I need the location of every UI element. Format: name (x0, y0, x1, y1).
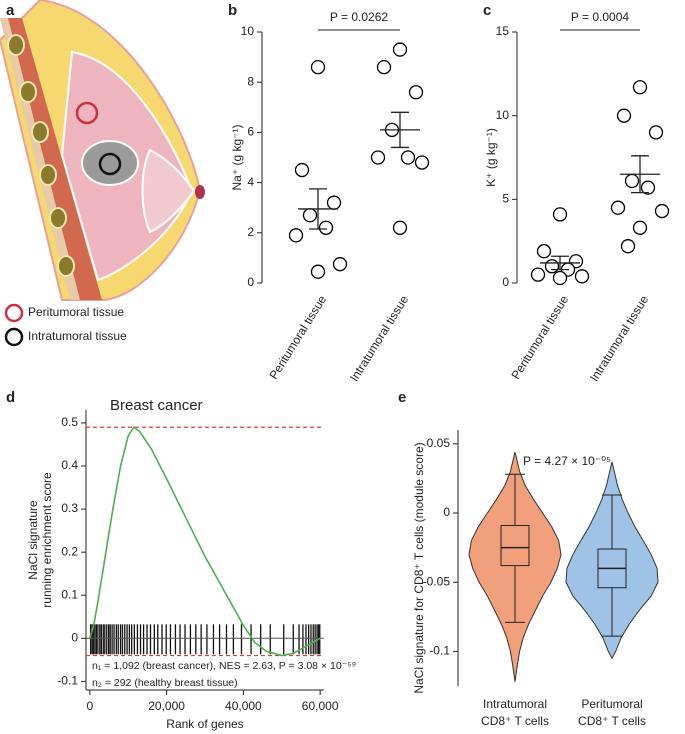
legend-label: Intratumoral tissue (28, 329, 127, 343)
y-tick-label: 0 (71, 630, 78, 644)
panel-label: b (228, 2, 237, 19)
y-tick-label: -0.05 (423, 574, 451, 588)
data-point (392, 220, 408, 235)
data-point (288, 228, 304, 243)
legend-marker (4, 327, 24, 347)
breast-illustration (0, 0, 205, 347)
x-tick-label: 0 (86, 699, 93, 713)
x-tick-label: 20,000 (148, 699, 185, 713)
data-point (624, 173, 640, 189)
y-tick-label: -0.1 (57, 674, 78, 688)
y-tick-label: -0.1 (429, 644, 450, 658)
x-tick-label: CD8⁺ T cells (578, 714, 646, 728)
data-point (648, 125, 664, 140)
p-value: P = 0.0262 (330, 10, 388, 24)
x-tick-label: Peritumoral (581, 697, 642, 711)
x-axis-label: Rank of genes (166, 717, 243, 731)
y-axis-label: Na⁺ (g kg⁻¹) (230, 124, 244, 190)
peritumoral-marker (75, 101, 99, 125)
y-tick-label: 10 (496, 108, 510, 122)
data-point (610, 200, 626, 215)
annotation: n₂ = 292 (healthy breast tissue) (92, 677, 238, 689)
y-tick-label: 5 (502, 192, 509, 206)
data-point (326, 195, 342, 210)
data-point (302, 208, 318, 223)
data-point (654, 203, 670, 219)
y-tick-label: 0 (502, 275, 509, 289)
y-tick-label: 6 (247, 125, 254, 139)
data-point (574, 269, 590, 284)
x-tick-label: Peritumoral tissue (266, 293, 329, 382)
ribs (7, 34, 75, 277)
data-point (310, 59, 326, 75)
y-axis-label: K⁺ (g kg⁻¹) (484, 128, 498, 187)
data-point (332, 257, 348, 272)
x-tick-label: Intratumoral tissue (347, 293, 411, 384)
annotation: n₁ = 1,092 (breast cancer), NES = 2.63, … (92, 660, 356, 672)
y-tick-label: 0.2 (61, 544, 78, 558)
panel-label: a (6, 2, 15, 19)
data-point (318, 220, 334, 235)
y-tick-label: 0.3 (61, 501, 78, 515)
x-tick-label: Peritumoral tissue (508, 293, 571, 382)
y-tick-label: 0.1 (61, 587, 78, 601)
y-tick-label: 0 (247, 275, 254, 289)
data-point (552, 207, 568, 222)
data-point (376, 59, 392, 75)
intratumoral-marker (98, 152, 122, 176)
data-point (408, 85, 424, 100)
y-axis-label: NaCl signature for CD8⁺ T cells (module … (412, 442, 426, 693)
data-point (536, 244, 552, 259)
data-point (632, 220, 648, 235)
data-point (552, 270, 568, 286)
y-axis-label: NaCl signature (26, 500, 40, 580)
x-tick-label: 40,000 (225, 699, 262, 713)
legend-label: Peritumoral tissue (28, 305, 124, 319)
data-point (310, 264, 326, 279)
x-tick-label: Intratumoral (483, 697, 547, 711)
lobe (141, 148, 196, 234)
y-tick-label: 15 (496, 24, 510, 38)
data-point (294, 162, 310, 178)
nipple (195, 185, 205, 199)
y-tick-label: 10 (241, 24, 255, 38)
panel-label: e (398, 389, 406, 406)
data-point (544, 259, 560, 274)
panel-label: c (483, 2, 491, 19)
panel-label: d (6, 389, 15, 406)
y-tick-label: 0.4 (61, 458, 78, 472)
y-tick-label: 0.05 (427, 436, 451, 450)
data-point (632, 80, 648, 95)
x-tick-label: CD8⁺ T cells (481, 714, 549, 728)
chart-title: Breast cancer (110, 397, 203, 414)
x-tick-label: Intratumoral tissue (587, 293, 651, 384)
y-tick-label: 0.5 (61, 415, 78, 429)
p-value: P = 4.27 × 10⁻⁰⁵ (523, 454, 611, 468)
tumor (81, 140, 139, 186)
data-point (616, 108, 632, 123)
data-point (370, 150, 386, 165)
y-tick-label: 4 (247, 175, 254, 189)
y-tick-label: 8 (247, 74, 254, 88)
data-point (620, 239, 636, 254)
x-tick-label: 60,000 (302, 699, 339, 713)
p-value: P = 0.0004 (571, 10, 629, 24)
box (500, 524, 530, 567)
data-point (392, 42, 408, 57)
data-point (640, 180, 656, 195)
y-tick-label: 2 (247, 225, 254, 239)
y-axis-label: running enrichment score (40, 472, 54, 608)
data-point (414, 155, 430, 170)
data-point (530, 267, 546, 282)
legend-marker (4, 303, 24, 323)
enrichment-line (89, 426, 321, 657)
data-point (400, 150, 416, 165)
y-tick-label: 0 (443, 505, 450, 519)
